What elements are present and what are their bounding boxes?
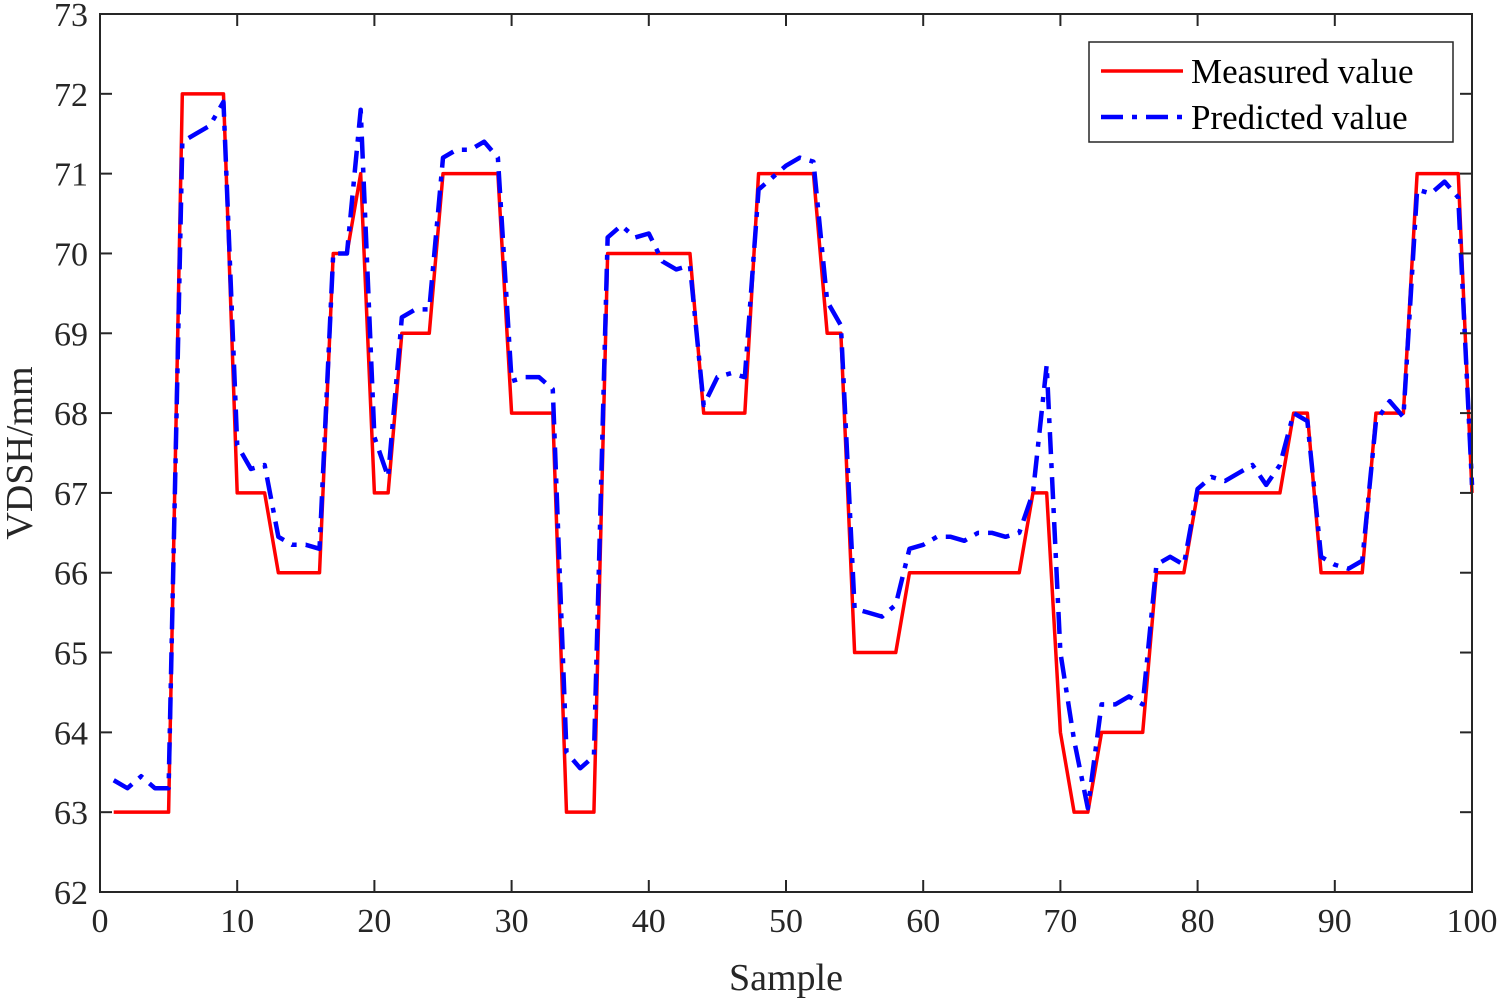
legend-label-predicted: Predicted value: [1191, 98, 1408, 137]
y-tick-label: 70: [54, 236, 88, 273]
legend-label-measured: Measured value: [1191, 52, 1414, 91]
y-tick-label: 73: [54, 0, 88, 34]
plot-background: [100, 14, 1472, 892]
series-line-predicted: [112, 99, 1475, 811]
y-axis-title: VDSH/mm: [0, 366, 41, 539]
y-tick-label: 66: [54, 556, 88, 593]
x-tick-label: 30: [495, 903, 529, 940]
x-tick-label: 60: [906, 903, 940, 940]
y-tick-label: 63: [54, 795, 88, 832]
x-tick-label: 10: [220, 903, 254, 940]
y-axis-ticks: 62 63 64 65 66 67 68 69 70 71 72 73: [54, 0, 1472, 912]
legend: Measured value Predicted value: [1088, 41, 1454, 143]
x-tick-label: 90: [1318, 903, 1352, 940]
y-tick-label: 72: [54, 77, 88, 114]
x-tick-label: 100: [1447, 903, 1498, 940]
x-tick-label: 70: [1043, 903, 1077, 940]
plot-area: [100, 14, 1472, 892]
y-tick-label: 67: [54, 476, 88, 513]
y-tick-label: 68: [54, 396, 88, 433]
x-axis-ticks: 0 10 20 30 40 50 60 70 80 90 100: [92, 14, 1498, 940]
x-axis-title: Sample: [729, 957, 843, 999]
x-tick-label: 0: [92, 903, 109, 940]
x-tick-label: 20: [357, 903, 391, 940]
x-tick-label: 50: [769, 903, 803, 940]
x-tick-label: 40: [632, 903, 666, 940]
y-tick-label: 62: [54, 875, 88, 912]
series-lines: [112, 92, 1475, 814]
y-tick-label: 64: [54, 715, 88, 752]
y-tick-label: 65: [54, 636, 88, 673]
x-tick-label: 80: [1181, 903, 1215, 940]
legend-box: [1088, 41, 1454, 143]
y-tick-label: 69: [54, 316, 88, 353]
y-tick-label: 71: [54, 157, 88, 194]
